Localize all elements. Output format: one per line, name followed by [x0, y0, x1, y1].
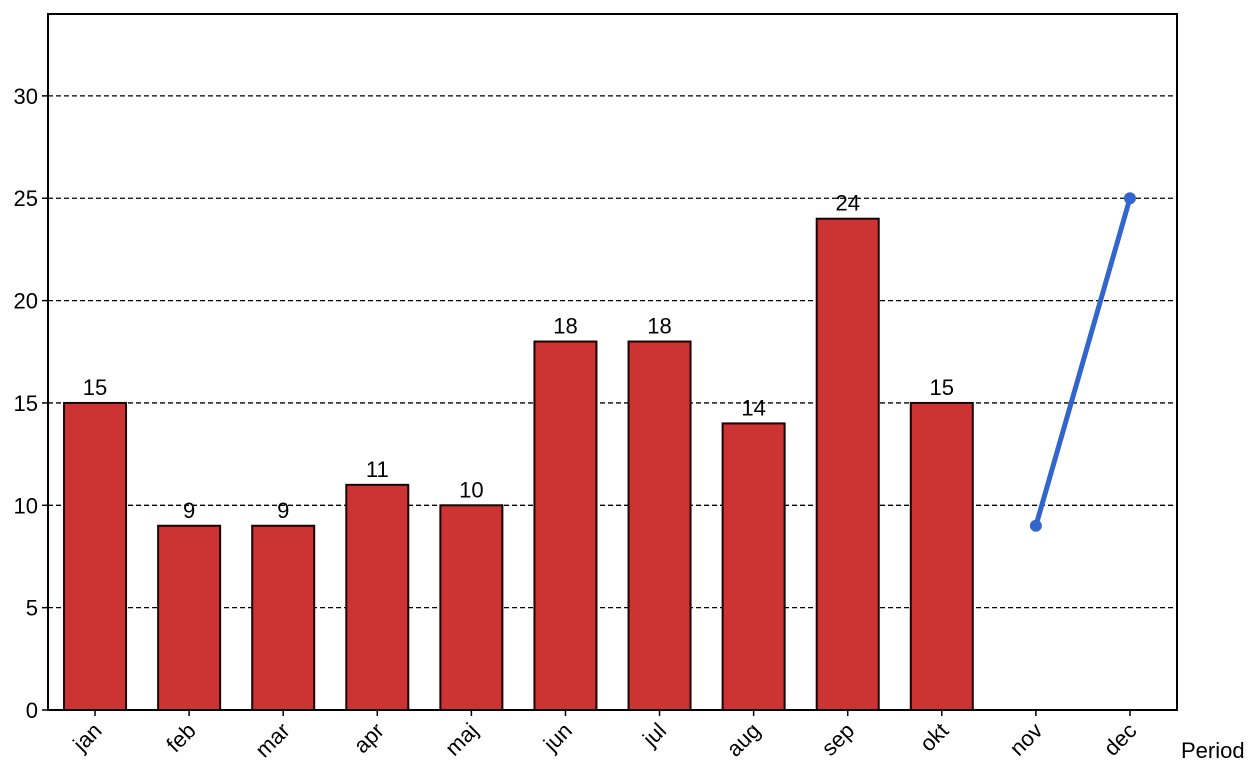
- grid-lines: [48, 95, 1177, 609]
- line-point: [1123, 192, 1136, 205]
- bar-value-label: 11: [366, 457, 389, 482]
- bar: [721, 422, 786, 711]
- bar-value-labels: 15 9 9 11 10 18 18 14 24 15: [83, 191, 954, 523]
- bar-value-label: 14: [741, 395, 765, 420]
- bar: [909, 401, 974, 711]
- x-tick-label: nov: [1005, 718, 1048, 761]
- bar: [63, 401, 128, 711]
- y-tick-label: 15: [14, 391, 38, 416]
- bar: [533, 340, 598, 711]
- y-tick-label: 20: [14, 289, 38, 314]
- bar: [157, 524, 222, 711]
- x-axis-title: Period: [1181, 738, 1245, 763]
- x-tick-label: aug: [722, 718, 766, 762]
- x-tick-label: jan: [67, 718, 106, 757]
- bar-value-label: 18: [647, 314, 671, 339]
- bar-value-label: 18: [553, 314, 577, 339]
- line-point: [1029, 519, 1042, 532]
- bar-value-label: 24: [835, 191, 859, 216]
- line-series: [1029, 192, 1136, 532]
- x-tick-label: maj: [440, 718, 483, 761]
- bars-series: [63, 217, 974, 712]
- series-line: [1033, 195, 1133, 529]
- y-axis-ticks: 0 5 10 15 20 25 30: [14, 84, 48, 723]
- x-tick-label: jul: [637, 718, 671, 752]
- x-tick-label: apr: [349, 718, 389, 758]
- bar-value-label: 9: [277, 498, 289, 523]
- x-tick-label: jun: [538, 718, 577, 757]
- bar-value-label: 15: [83, 375, 107, 400]
- bar: [815, 217, 880, 712]
- bar-value-label: 15: [930, 375, 954, 400]
- bar: [251, 524, 316, 711]
- bar: [345, 483, 410, 711]
- y-tick-label: 30: [14, 84, 38, 109]
- x-tick-label: okt: [915, 718, 953, 756]
- plot-frame: [47, 13, 1178, 711]
- x-tick-label: mar: [250, 718, 294, 762]
- x-axis-ticks: jan feb mar apr maj jun jul aug sep okt nov dec: [67, 710, 1141, 762]
- x-tick-label: feb: [161, 718, 200, 757]
- bar-value-label: 9: [183, 498, 195, 523]
- y-tick-label: 5: [26, 596, 38, 621]
- y-tick-label: 10: [14, 493, 38, 518]
- bar: [627, 340, 692, 711]
- y-tick-label: 0: [26, 698, 38, 723]
- x-tick-label: dec: [1099, 718, 1142, 761]
- x-tick-label: sep: [816, 718, 859, 761]
- bar-value-label: 10: [459, 477, 483, 502]
- y-tick-label: 25: [14, 186, 38, 211]
- bar: [439, 504, 504, 712]
